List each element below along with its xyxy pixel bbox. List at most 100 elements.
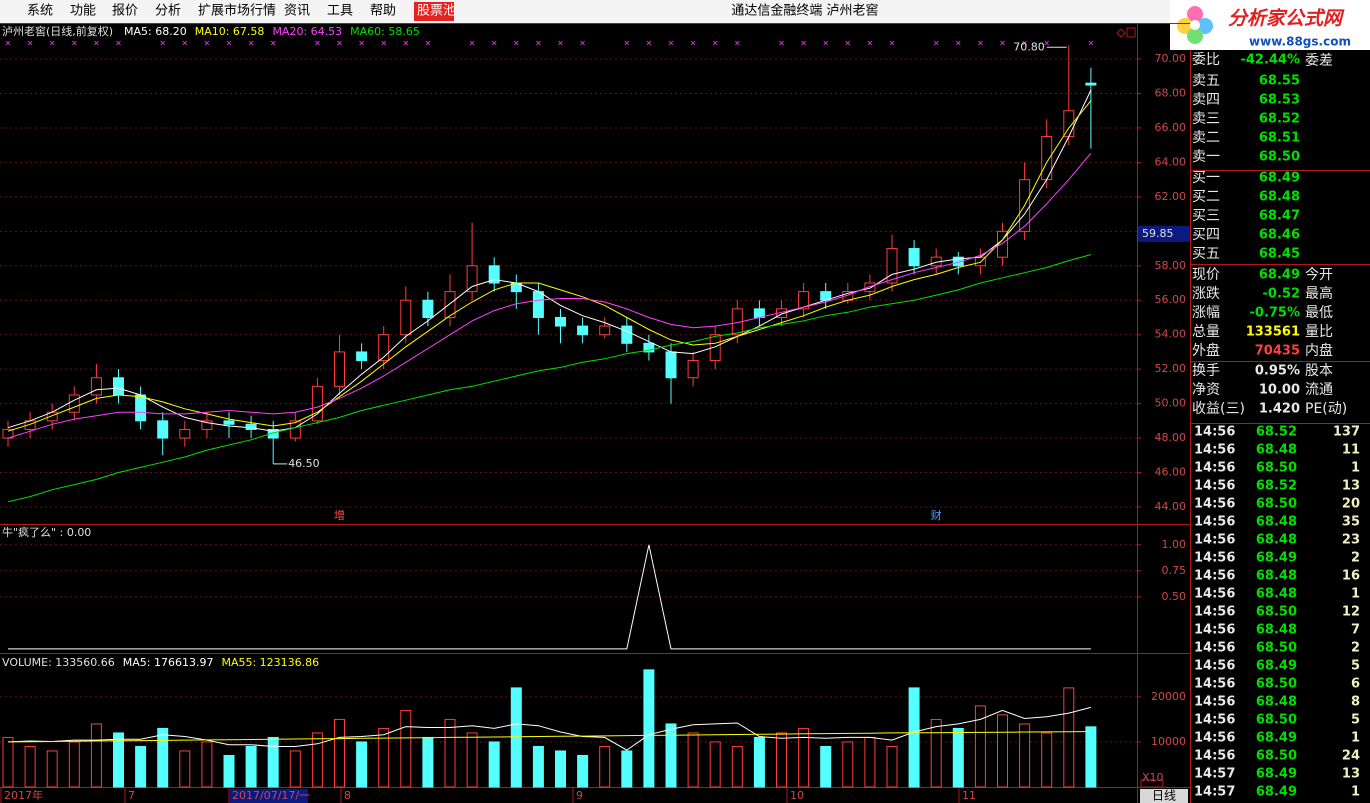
candle-body	[113, 377, 124, 396]
volume-bar	[997, 714, 1008, 788]
quote-label: 内盘	[1305, 342, 1333, 359]
signal-marker	[867, 40, 873, 46]
book-label: 买五	[1192, 246, 1220, 262]
candle-body	[643, 342, 655, 353]
menu-item[interactable]: 功能	[70, 4, 96, 19]
candle-body	[267, 428, 279, 439]
tick-volume: 20	[1342, 497, 1360, 512]
candle-body	[952, 256, 964, 267]
menu-item[interactable]: 报价	[112, 4, 138, 19]
quote-label: 换手	[1192, 362, 1220, 379]
candle-body	[687, 360, 699, 379]
ratio-label: 委比	[1192, 52, 1220, 68]
volume-bar	[908, 687, 920, 788]
logo-url: www.88gs.com	[1249, 35, 1351, 49]
quote-value: -0.52	[1263, 287, 1300, 302]
signal-marker	[690, 40, 696, 46]
tick-time: 14:57	[1194, 767, 1235, 782]
volume-bar	[665, 723, 677, 788]
tick-time: 14:56	[1194, 731, 1235, 746]
volume-bar	[532, 745, 544, 788]
chart-title: 泸州老窖(日线,前复权)	[2, 24, 113, 38]
volume-bar	[466, 732, 478, 788]
volume-bar	[113, 732, 124, 788]
x-tick-label: 2017年	[4, 788, 43, 802]
book-label: 买一	[1192, 170, 1220, 186]
y-tick-label: 48.00	[1155, 431, 1187, 444]
candle-body	[289, 420, 301, 439]
volume-bar	[422, 736, 434, 788]
x-tick-label: 11	[962, 789, 976, 802]
signal-marker	[823, 40, 829, 46]
signal-marker	[513, 40, 519, 46]
book-label: 卖五	[1192, 73, 1220, 89]
menu-item[interactable]: 系统	[27, 4, 53, 19]
menu-item[interactable]: 工具	[327, 4, 353, 19]
volume-bar	[709, 741, 721, 788]
tick-volume: 35	[1342, 515, 1360, 530]
menu-item[interactable]: 资讯	[284, 4, 310, 19]
tick-volume: 24	[1342, 749, 1360, 764]
menu-item[interactable]: 分析	[155, 4, 181, 19]
legend-entry: MA55: 123136.86	[221, 656, 319, 669]
signal-marker	[889, 40, 895, 46]
x-tick-label: 2017/07/17/一	[232, 789, 310, 802]
signal-marker	[624, 40, 630, 46]
event-marker: 财	[931, 508, 942, 522]
book-price: 68.50	[1259, 150, 1300, 165]
menu-item[interactable]: 扩展市场行情	[198, 3, 276, 19]
y-tick-label: 46.00	[1155, 466, 1187, 479]
tick-volume: 1	[1351, 587, 1360, 602]
menu-highlight	[414, 2, 454, 21]
book-price: 68.53	[1259, 93, 1300, 108]
tick-price: 68.48	[1256, 623, 1297, 638]
book-price: 68.47	[1259, 209, 1300, 224]
period-box	[1140, 789, 1188, 803]
candle-body	[68, 394, 80, 413]
candle-body	[157, 420, 169, 439]
volume-bar	[245, 745, 257, 788]
menu-item[interactable]: 股票池	[417, 4, 456, 19]
ratio-value: -42.44%	[1240, 53, 1300, 68]
signal-marker	[5, 40, 11, 46]
signal-marker	[71, 40, 77, 46]
quote-label: 流通	[1305, 382, 1333, 398]
tick-price: 68.50	[1256, 677, 1297, 692]
signal-marker	[580, 40, 585, 46]
book-label: 买二	[1192, 189, 1220, 205]
y-tick-label: 44.00	[1155, 500, 1187, 513]
signal-marker	[734, 40, 740, 46]
volume-bar	[599, 745, 611, 788]
signal-marker	[469, 40, 475, 46]
book-label: 买三	[1192, 208, 1220, 224]
tick-volume: 13	[1342, 767, 1360, 782]
candle-body	[886, 248, 898, 284]
book-label: 卖三	[1192, 111, 1220, 127]
tick-time: 14:56	[1194, 425, 1235, 440]
volume-bar	[864, 736, 876, 788]
candle-body	[356, 351, 368, 362]
quote-label: 净资	[1192, 382, 1220, 398]
volume-bar	[223, 754, 235, 788]
y-tick-label: 56.00	[1155, 293, 1187, 306]
volume-bar	[46, 750, 58, 788]
tick-volume: 5	[1351, 659, 1360, 674]
logo-name: 分析家公式网	[1228, 8, 1345, 30]
quote-label: 量比	[1305, 324, 1333, 340]
tick-volume: 1	[1351, 785, 1360, 800]
candle-body	[466, 265, 478, 293]
y-tick-label: 58.00	[1155, 259, 1187, 272]
tick-time: 14:56	[1194, 695, 1235, 710]
quote-value: 1.420	[1259, 402, 1300, 417]
y-tick-label: 50.00	[1155, 397, 1187, 410]
tick-price: 68.49	[1256, 659, 1297, 674]
tick-volume: 6	[1351, 677, 1360, 692]
signal-marker	[182, 40, 188, 46]
volume-bar	[157, 727, 169, 788]
menu-item[interactable]: 帮助	[370, 4, 396, 19]
candle-body	[1085, 82, 1097, 86]
candle-body	[532, 291, 544, 318]
quote-value: 10.00	[1259, 383, 1300, 398]
tick-volume: 1	[1351, 731, 1360, 746]
